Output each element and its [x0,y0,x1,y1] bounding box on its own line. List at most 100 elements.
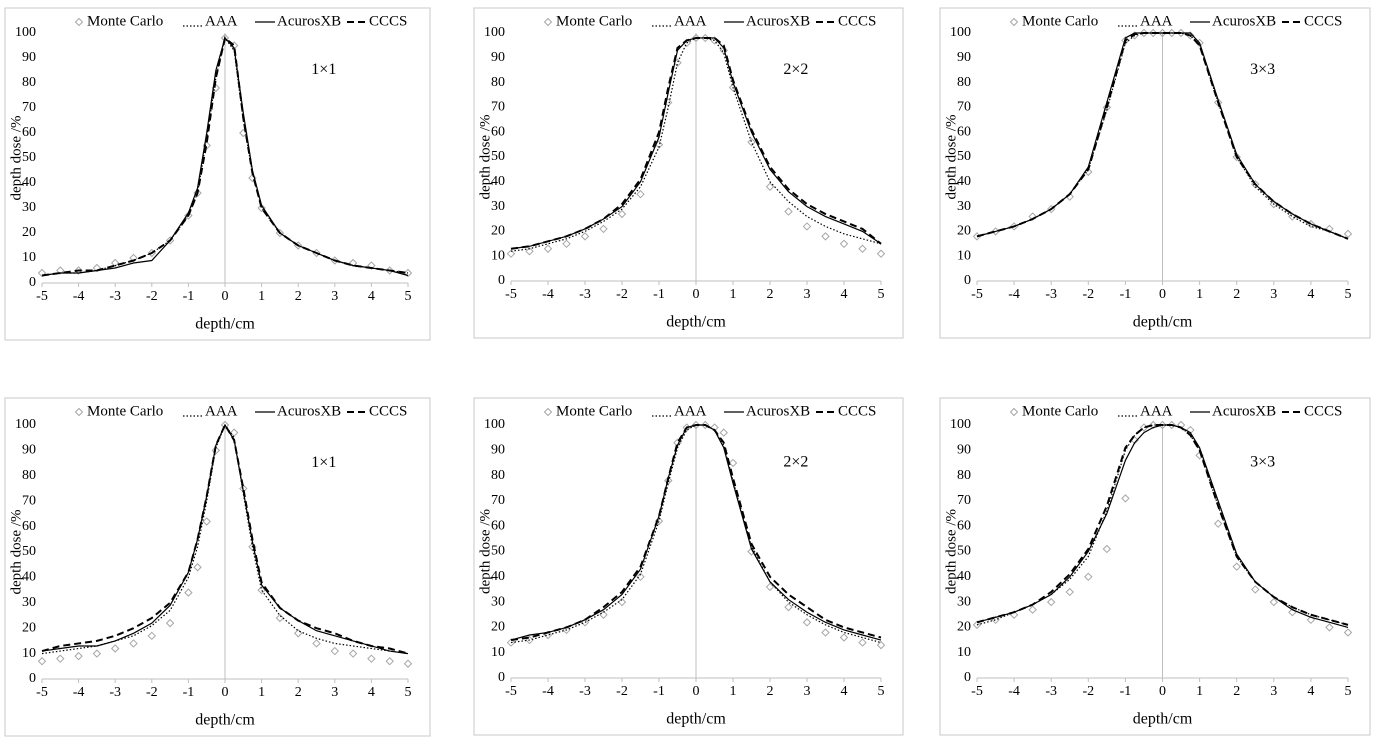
legend-marker [1009,407,1019,417]
data-point [110,644,120,653]
chart-panel: -5 -4 -3 -2 -1 0 1 2 3 4 50102030405060708090100de… [4,397,431,737]
legend-label: AAA [205,13,238,29]
data-point [1028,605,1037,614]
legend-label: CCCS [369,13,407,29]
y-tick-label: 80 [491,75,505,90]
y-tick-label: 100 [484,417,505,432]
data-point [193,188,202,198]
x-tick-label: 3 [1270,684,1277,699]
x-tick-label: 4 [1307,287,1314,302]
data-point [92,649,102,658]
data-point [74,651,83,661]
y-tick-label: 50 [957,149,971,164]
data-point [784,602,793,612]
data-point [129,639,138,648]
data-point [1232,152,1241,162]
y-tick-label: 40 [22,175,36,190]
y-tick-label: 90 [957,443,971,458]
y-tick-label: 60 [491,518,505,533]
data-point [165,618,175,628]
data-point [184,588,193,597]
x-tick-label: -3 [579,684,591,699]
data-point [562,239,571,249]
data-point [348,258,358,268]
legend-label: AAA [205,403,238,419]
annotation: 1×1 [311,61,336,78]
data-point [257,585,266,595]
x-tick-label: -2 [146,289,158,304]
data-point [37,268,47,278]
data-point [1343,229,1353,239]
data-point [728,83,738,92]
data-point [821,628,830,637]
y-tick-label: 30 [957,199,971,214]
x-tick-label: 0 [1159,684,1166,699]
y-tick-label: 30 [22,200,36,215]
data-point [636,189,645,199]
legend-label: Monte Carlo [556,13,632,29]
y-tick-label: 30 [957,594,971,609]
data-point [636,572,645,582]
y-tick-label: 100 [484,25,505,40]
y-tick-label: 70 [491,100,505,115]
y-tick-label: 90 [957,50,971,65]
x-tick-label: -1 [183,289,195,304]
annotation: 2×2 [783,454,808,471]
data-point [1251,585,1260,594]
x-tick-label: -3 [579,287,591,302]
legend-label: AcurosXB [1212,403,1276,419]
data-point [876,249,886,258]
legend-label: CCCS [838,13,876,29]
legend-label: AcurosXB [277,13,341,29]
y-tick-label: 100 [15,417,36,432]
x-tick-label: -4 [73,685,85,700]
x-tick-label: -2 [1082,684,1094,699]
data-point [147,631,157,641]
x-axis-label: depth/cm [666,314,726,331]
x-tick-label: 2 [767,287,774,302]
y-tick-label: 0 [964,670,971,685]
data-point [1084,572,1093,582]
data-point [312,639,321,648]
y-tick-label: 30 [22,595,36,610]
chart-panel: -5 -4 -3 -2 -1 0 1 2 3 4 50102030405060708090100de… [939,397,1371,736]
x-tick-label: -4 [1008,287,1020,302]
y-tick-label: 60 [22,125,36,140]
data-point [385,266,394,275]
data-point [1176,28,1186,38]
x-axis-label: depth/cm [195,316,255,333]
data-point [385,657,394,666]
x-tick-label: 1 [1196,684,1203,699]
x-tick-label: -1 [1120,287,1132,302]
x-tick-label: 3 [331,685,338,700]
chart-panel: -5 -4 -3 -2 -1 0 1 2 3 4 50102030405060708090100de… [473,7,904,339]
data-point [858,244,867,253]
y-tick-label: 20 [22,225,36,240]
data-point [229,428,239,437]
data-point [1121,494,1130,503]
x-tick-label: 2 [767,684,774,699]
annotation: 1×1 [311,454,336,471]
data-point [802,618,812,627]
data-point [184,211,193,220]
y-tick-label: 10 [22,250,36,265]
data-point [110,258,120,268]
x-tick-label: -4 [1008,684,1020,699]
y-tick-label: 50 [22,544,36,559]
y-tick-label: 40 [22,570,36,585]
x-tick-label: 1 [730,684,737,699]
x-tick-label: -5 [505,684,517,699]
x-axis-label: depth/cm [1133,711,1193,728]
y-tick-label: 70 [957,100,971,115]
data-point [747,137,756,147]
x-tick-label: -1 [183,685,195,700]
data-point [506,249,516,258]
y-tick-label: 50 [491,149,505,164]
data-point [165,236,175,245]
data-point [348,649,358,658]
data-point [1158,28,1167,38]
annotation: 3×3 [1250,454,1275,471]
y-tick-label: 80 [22,75,36,90]
x-tick-label: 5 [1345,287,1352,302]
